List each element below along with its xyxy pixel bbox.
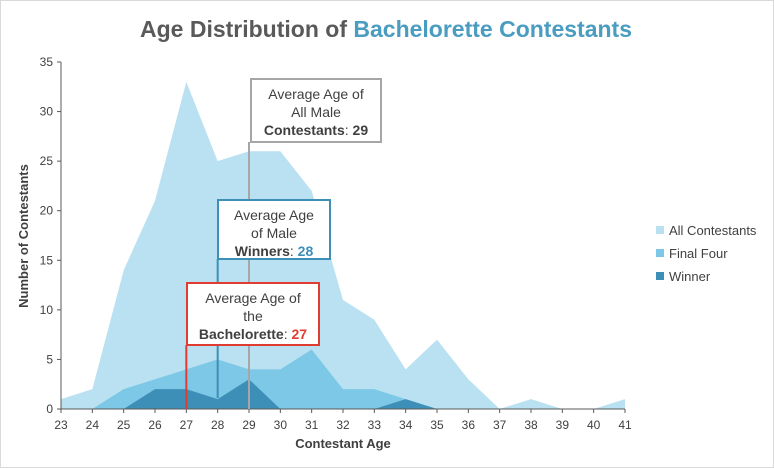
legend-label-3: Winner — [669, 269, 711, 284]
y-tick-label: 30 — [40, 105, 54, 119]
x-tick-label: 25 — [117, 418, 131, 432]
chart-title-part2: Bachelorette Contestants — [353, 16, 632, 42]
annotation-label: Contestants: 29 — [264, 122, 368, 138]
x-tick-label: 35 — [430, 418, 444, 432]
y-tick-label: 0 — [46, 402, 53, 416]
x-tick-label: 40 — [587, 418, 601, 432]
annotation-box-2 — [217, 199, 331, 260]
x-tick-label: 36 — [462, 418, 476, 432]
legend-swatch-2 — [656, 249, 664, 257]
legend: All Contestants Final Four Winner — [656, 223, 757, 284]
x-tick-label: 39 — [556, 418, 570, 432]
annotation-text: All Male — [291, 104, 341, 120]
x-tick-label: 31 — [305, 418, 319, 432]
x-tick-label: 37 — [493, 418, 507, 432]
annotation-text: Average Age — [234, 207, 314, 223]
annotations-group: Average Age of All Male Contestants: 29 Ave… — [185, 78, 382, 409]
x-tick-label: 24 — [86, 418, 100, 432]
legend-label-1: All Contestants — [669, 223, 757, 238]
x-tick-label: 32 — [336, 418, 350, 432]
annotation-label: Bachelorette: 27 — [199, 326, 307, 342]
legend-swatch-3 — [656, 272, 664, 280]
y-tick-label: 20 — [40, 204, 54, 218]
annotation-box-1 — [250, 78, 382, 143]
x-tick-label: 33 — [368, 418, 382, 432]
area-series-3 — [61, 379, 625, 409]
annotation-box-3 — [186, 282, 320, 346]
x-tick-label: 38 — [524, 418, 538, 432]
y-tick-label: 25 — [40, 154, 54, 168]
y-tick-label: 15 — [40, 253, 54, 267]
x-tick-label: 27 — [180, 418, 194, 432]
x-tick-label: 34 — [399, 418, 413, 432]
x-tick-label: 41 — [618, 418, 632, 432]
y-tick-label: 35 — [40, 55, 54, 69]
annotation-label: Winners: 28 — [235, 243, 314, 259]
annotation-text: of Male — [251, 225, 297, 241]
x-tick-label: 30 — [274, 418, 288, 432]
x-tick-label: 28 — [211, 418, 225, 432]
axes-group: 0 5 10 15 20 25 30 35 23 24 25 26 27 28 29 30 31 32 33 34 35… — [40, 55, 632, 432]
x-tick-label: 23 — [54, 418, 68, 432]
annotation-text: Average Age of — [205, 290, 301, 306]
annotation-text: the — [243, 308, 263, 324]
chart-title-part1: Age Distribution of — [140, 16, 353, 42]
chart-title: Age Distribution of Bachelorette Contest… — [140, 16, 632, 42]
y-tick-label: 10 — [40, 303, 54, 317]
x-tick-label: 29 — [242, 418, 256, 432]
legend-swatch-1 — [656, 226, 664, 234]
x-tick-label: 26 — [148, 418, 162, 432]
annotation-text: Average Age of — [268, 86, 364, 102]
legend-label-2: Final Four — [669, 246, 728, 261]
y-axis-title: Number of Contestants — [16, 164, 31, 308]
x-axis-title: Contestant Age — [295, 436, 391, 451]
y-tick-label: 5 — [46, 352, 53, 366]
